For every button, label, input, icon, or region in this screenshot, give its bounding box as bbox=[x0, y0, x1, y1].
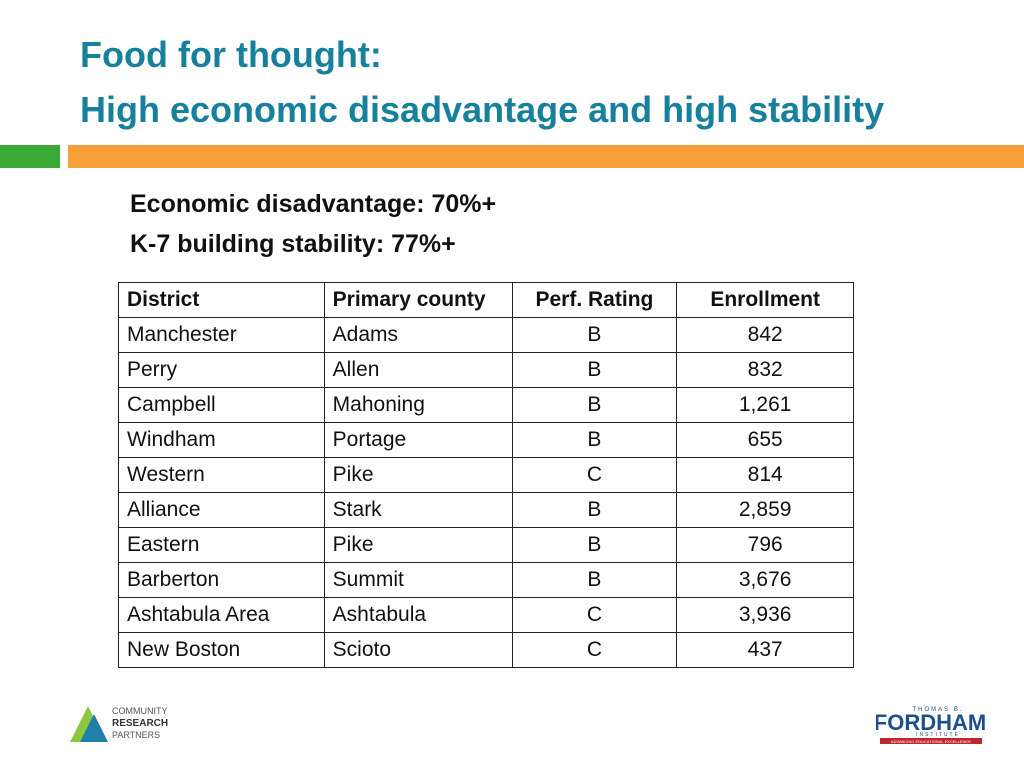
table-cell: 2,859 bbox=[676, 492, 854, 528]
table-row: Windham Portage B 655 bbox=[118, 422, 854, 458]
table-row: Perry Allen B 832 bbox=[118, 352, 854, 388]
table-row: New Boston Scioto C 437 bbox=[118, 632, 854, 668]
table-cell: 796 bbox=[676, 527, 854, 563]
table-cell: 832 bbox=[676, 352, 854, 388]
logo-text: FORDHAM bbox=[876, 710, 986, 735]
logo-text: RESEARCH bbox=[112, 718, 168, 729]
criterion: Economic disadvantage: 70%+ bbox=[130, 190, 497, 218]
table-cell: Portage bbox=[323, 422, 513, 458]
title-line: High economic disadvantage and high stab… bbox=[80, 89, 885, 130]
table-cell: Summit bbox=[323, 562, 513, 598]
table-cell: Scioto bbox=[323, 632, 513, 668]
table-cell: Campbell bbox=[118, 387, 325, 423]
column-header: Perf. Rating bbox=[511, 282, 678, 318]
table-cell: 655 bbox=[676, 422, 854, 458]
accent-bar bbox=[68, 145, 1024, 168]
table-body: Manchester Adams B 842 Perry Allen B 832 Campbel… bbox=[118, 317, 854, 668]
table-cell: Eastern bbox=[118, 527, 325, 563]
table-cell: Perry bbox=[118, 352, 325, 388]
logo-shape bbox=[80, 714, 108, 742]
criterion: K-7 building stability: 77%+ bbox=[130, 230, 456, 258]
table-cell: Ashtabula bbox=[323, 597, 513, 633]
fordham-logo: THOMAS B. FORDHAM INSTITUTE ADVANCING ED… bbox=[876, 707, 986, 744]
table-cell: Allen bbox=[323, 352, 513, 388]
table-row: Ashtabula Area Ashtabula C 3,936 bbox=[118, 597, 854, 633]
accent-bar bbox=[0, 145, 60, 168]
table-cell: B bbox=[511, 352, 678, 388]
column-header: District bbox=[118, 282, 325, 318]
table-cell: Windham bbox=[118, 422, 325, 458]
table-row: Barberton Summit B 3,676 bbox=[118, 562, 854, 598]
table-cell: Alliance bbox=[118, 492, 325, 528]
table-cell: B bbox=[511, 317, 678, 353]
table-cell: B bbox=[511, 422, 678, 458]
logo-text: COMMUNITY bbox=[112, 706, 168, 716]
tagline-bar bbox=[880, 738, 982, 744]
title-line: Food for thought: bbox=[80, 34, 382, 75]
table-cell: Stark bbox=[323, 492, 513, 528]
logo-text: PARTNERS bbox=[112, 730, 160, 740]
table-cell: Manchester bbox=[118, 317, 325, 353]
table-cell: C bbox=[511, 632, 678, 668]
table-row: Alliance Stark B 2,859 bbox=[118, 492, 854, 528]
district-table: District Primary county Perf. Rating Enroll… bbox=[118, 282, 854, 668]
logo-text: THOMAS B. bbox=[912, 707, 963, 713]
crp-logo: COMMUNITY RESEARCH PARTNERS bbox=[70, 706, 168, 742]
table-cell: B bbox=[511, 527, 678, 563]
table-row: Eastern Pike B 796 bbox=[118, 527, 854, 563]
table-cell: 3,936 bbox=[676, 597, 854, 633]
table-cell: B bbox=[511, 562, 678, 598]
header-row: District Primary county Perf. Rating Enroll… bbox=[118, 282, 854, 318]
table-cell: Mahoning bbox=[323, 387, 513, 423]
table-cell: Ashtabula Area bbox=[118, 597, 325, 633]
table-cell: New Boston bbox=[118, 632, 325, 668]
table-cell: 3,676 bbox=[676, 562, 854, 598]
table-row: Western Pike C 814 bbox=[118, 457, 854, 493]
table-cell: Pike bbox=[323, 457, 513, 493]
column-header: Primary county bbox=[323, 282, 513, 318]
table-cell: B bbox=[511, 387, 678, 423]
table-cell: 437 bbox=[676, 632, 854, 668]
table-cell: B bbox=[511, 492, 678, 528]
column-header: Enrollment bbox=[676, 282, 854, 318]
logo-text: INSTITUTE bbox=[916, 732, 960, 738]
table-cell: C bbox=[511, 457, 678, 493]
table-cell: Western bbox=[118, 457, 325, 493]
table-cell: C bbox=[511, 597, 678, 633]
table-row: Manchester Adams B 842 bbox=[118, 317, 854, 353]
table-cell: 842 bbox=[676, 317, 854, 353]
table-cell: 814 bbox=[676, 457, 854, 493]
table-cell: Pike bbox=[323, 527, 513, 563]
table-cell: Adams bbox=[323, 317, 513, 353]
table-cell: Barberton bbox=[118, 562, 325, 598]
table-row: Campbell Mahoning B 1,261 bbox=[118, 387, 854, 423]
table-cell: 1,261 bbox=[676, 387, 854, 423]
logo-text: ADVANCING EDUCATIONAL EXCELLENCE bbox=[891, 739, 971, 744]
